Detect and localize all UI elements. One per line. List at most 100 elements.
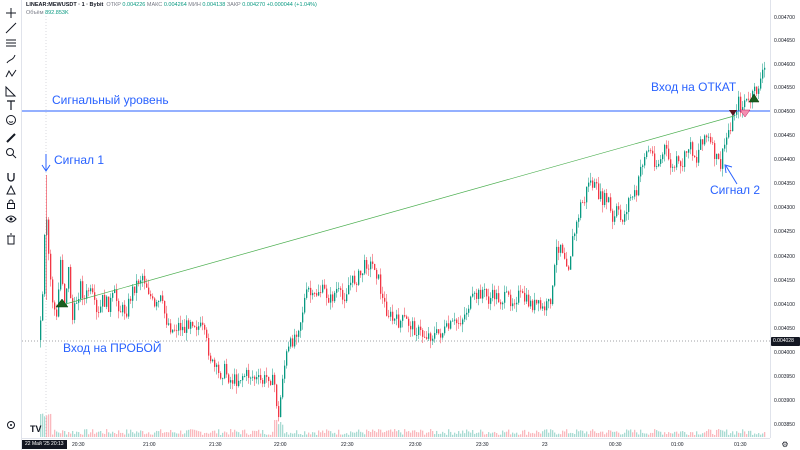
ruler-icon[interactable] bbox=[3, 131, 19, 145]
volume-bar bbox=[290, 432, 292, 437]
candle-body bbox=[290, 338, 292, 347]
text-icon[interactable] bbox=[3, 98, 19, 112]
volume-bar bbox=[636, 432, 638, 437]
candle-body bbox=[510, 294, 512, 307]
eye-icon[interactable] bbox=[3, 212, 19, 226]
emoji-icon[interactable] bbox=[3, 113, 19, 127]
candle-body bbox=[668, 148, 670, 160]
volume-bar bbox=[644, 433, 646, 437]
candle-body bbox=[166, 313, 168, 325]
candle-body bbox=[110, 297, 112, 312]
lock-icon[interactable] bbox=[3, 197, 19, 211]
volume-bar bbox=[114, 433, 116, 437]
volume-bar bbox=[422, 430, 424, 437]
settings-icon[interactable] bbox=[3, 418, 19, 432]
candle-body bbox=[442, 333, 444, 338]
candle-body bbox=[278, 406, 280, 418]
volume-bar bbox=[660, 431, 662, 437]
candle-body bbox=[204, 324, 206, 330]
price-axis[interactable]: 0.004700 0.004650 0.004600 0.004550 0.004500… bbox=[770, 0, 800, 438]
candle-body bbox=[142, 275, 144, 281]
volume-bar bbox=[296, 430, 298, 437]
candle-body bbox=[492, 289, 494, 299]
candle-body bbox=[184, 326, 186, 333]
settings-icon[interactable]: ⚙ bbox=[781, 439, 789, 449]
candle-body bbox=[662, 154, 664, 160]
volume-bar bbox=[444, 433, 446, 437]
time-axis[interactable]: 22 Май '25 20:13 20:30 21:00 21:30 22:00 22:… bbox=[22, 438, 770, 450]
candle-body bbox=[338, 288, 340, 290]
candle-body bbox=[600, 191, 602, 200]
candle-body bbox=[388, 315, 390, 317]
volume-bar bbox=[124, 434, 126, 437]
volume-bar bbox=[74, 434, 76, 437]
candle-body bbox=[180, 322, 182, 331]
volume-bar bbox=[624, 432, 626, 437]
volume-bar bbox=[434, 434, 436, 437]
volume-bar bbox=[328, 430, 330, 437]
candle-body bbox=[548, 299, 550, 302]
candle-body bbox=[422, 330, 424, 337]
candle-body bbox=[642, 165, 644, 167]
trend-line-icon[interactable] bbox=[3, 21, 19, 35]
candle-body bbox=[172, 329, 174, 333]
candle-body bbox=[690, 142, 692, 150]
candle-body bbox=[696, 156, 698, 163]
candle-body bbox=[646, 151, 648, 158]
volume-bar bbox=[94, 433, 96, 437]
lock-drawings-icon[interactable] bbox=[3, 183, 19, 197]
chart-legend: LINEAR:MEWUSDT · 1 · Bybit ОТКР 0.004226… bbox=[26, 2, 317, 22]
measure-icon[interactable] bbox=[3, 84, 19, 98]
volume-bar bbox=[426, 432, 428, 437]
magnet-icon[interactable] bbox=[3, 170, 19, 184]
volume-bar bbox=[126, 429, 128, 437]
price-tick-label: 0.004600 bbox=[774, 62, 795, 68]
candle-body bbox=[658, 163, 660, 167]
candle-body bbox=[484, 289, 486, 290]
volume-bar bbox=[42, 413, 44, 437]
price-chart[interactable] bbox=[22, 0, 770, 438]
candle-body bbox=[202, 322, 204, 325]
trash-icon[interactable] bbox=[3, 232, 19, 246]
zoom-icon[interactable] bbox=[3, 146, 19, 160]
candle-body bbox=[366, 259, 368, 269]
candle-body bbox=[468, 308, 470, 313]
candle-body bbox=[118, 300, 120, 312]
symbol-title[interactable]: LINEAR:MEWUSDT · 1 · Bybit bbox=[26, 2, 104, 8]
candle-body bbox=[434, 333, 436, 339]
candle-body bbox=[136, 280, 138, 293]
volume-bar bbox=[342, 434, 344, 437]
volume-bar bbox=[604, 434, 606, 437]
candle-body bbox=[522, 291, 524, 293]
candle-body bbox=[534, 299, 536, 311]
volume-bar bbox=[252, 430, 254, 437]
volume-bar bbox=[516, 432, 518, 437]
pattern-icon[interactable] bbox=[3, 67, 19, 81]
volume-bar bbox=[718, 429, 720, 437]
candle-body bbox=[674, 166, 676, 168]
volume-bar bbox=[454, 432, 456, 437]
volume-bar bbox=[240, 434, 242, 437]
volume-bar bbox=[548, 432, 550, 437]
volume-bar bbox=[566, 429, 568, 437]
candle-body bbox=[440, 333, 442, 338]
candle-body bbox=[230, 380, 232, 383]
volume-bar bbox=[682, 431, 684, 437]
fib-icon[interactable] bbox=[3, 36, 19, 50]
volume-bar bbox=[98, 431, 100, 437]
volume-bar bbox=[112, 431, 114, 437]
crosshair-icon[interactable] bbox=[3, 6, 19, 20]
candle-body bbox=[454, 319, 456, 321]
volume-bar bbox=[594, 431, 596, 437]
candle-body bbox=[380, 274, 382, 294]
candle-body bbox=[738, 96, 740, 112]
volume-bar bbox=[226, 432, 228, 437]
volume-bar bbox=[182, 434, 184, 437]
volume-bar bbox=[616, 431, 618, 437]
candle-body bbox=[304, 297, 306, 313]
volume-bar bbox=[310, 434, 312, 437]
brush-icon[interactable] bbox=[3, 52, 19, 66]
volume-bar bbox=[654, 429, 656, 437]
candle-body bbox=[330, 294, 332, 303]
candle-body bbox=[632, 196, 634, 198]
